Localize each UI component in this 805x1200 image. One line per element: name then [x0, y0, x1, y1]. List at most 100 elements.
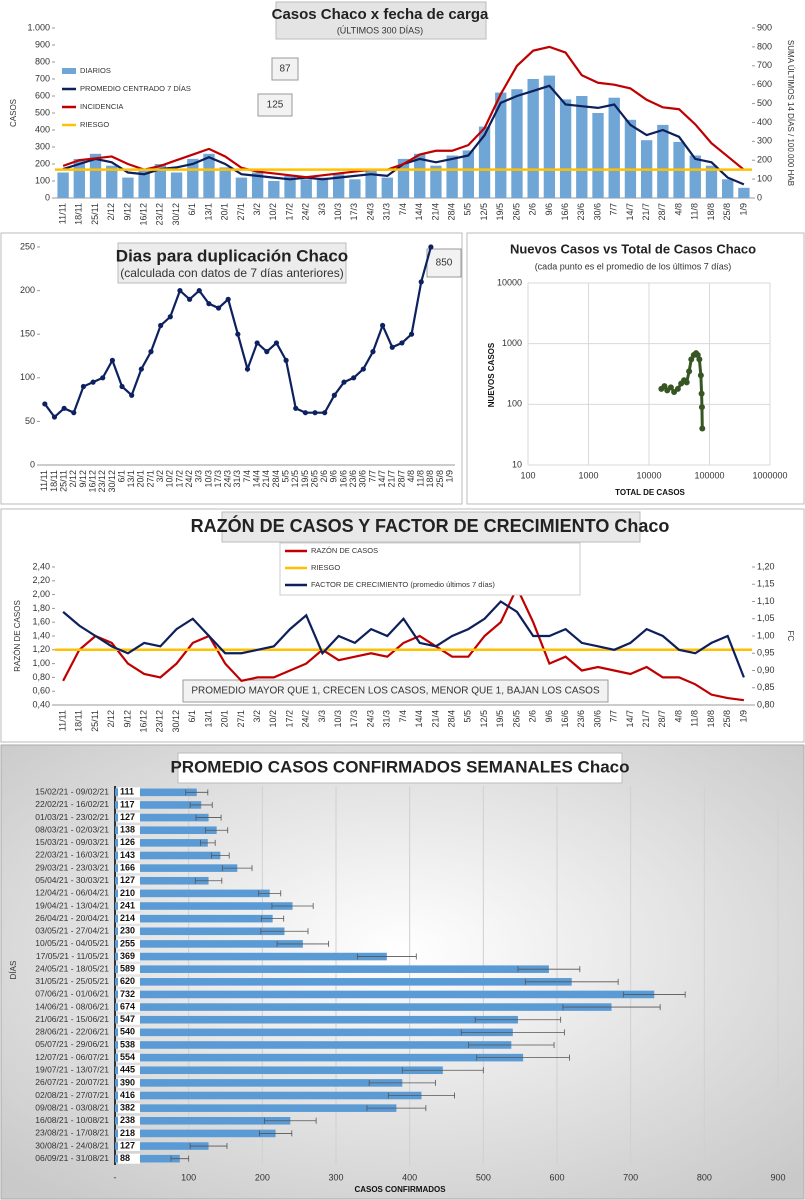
- value-label-bg: [118, 1153, 140, 1164]
- bar: [170, 172, 183, 198]
- legend-label: RIESGO: [311, 563, 340, 572]
- bar: [115, 1041, 512, 1049]
- bar: [115, 864, 238, 872]
- x-tick-label: 27/1: [236, 710, 246, 728]
- value-label: 127: [120, 1140, 135, 1150]
- y-tick-label: 10000: [497, 277, 522, 287]
- y2-tick-label: 1,15: [757, 579, 775, 589]
- value-label-bg: [118, 1141, 140, 1152]
- value-label: 732: [120, 989, 135, 999]
- point: [90, 379, 96, 385]
- error-bar: [258, 1130, 293, 1137]
- x-tick-label: 10/2: [165, 470, 175, 488]
- error-bar: [460, 1029, 565, 1036]
- chart-subtitle: (cada punto es el promedio de los último…: [535, 261, 732, 271]
- error-bar: [194, 877, 223, 884]
- error-bar: [260, 928, 309, 935]
- x-tick-label: 30/12: [171, 710, 181, 733]
- value-label: 589: [120, 964, 135, 974]
- y2-tick-label: 0,85: [757, 682, 775, 692]
- point: [119, 383, 125, 390]
- chart-subtitle: (ÚLTIMOS 300 DÍAS): [337, 25, 423, 35]
- legend-label: INCIDENCIA: [80, 102, 123, 111]
- value-label: 674: [120, 1001, 135, 1011]
- x-tick-label: 14/4: [414, 203, 424, 221]
- x-tick-label: 100: [181, 1172, 196, 1182]
- x-tick-label: 2/12: [106, 203, 116, 221]
- point: [370, 349, 376, 355]
- point: [264, 349, 270, 355]
- point: [158, 322, 164, 329]
- x-tick-label: 2/6: [528, 710, 538, 723]
- y-tick-label: 10/05/21 - 04/05/21: [35, 938, 109, 948]
- value-label-bg: [118, 951, 140, 962]
- y-tick-label: 100: [20, 372, 35, 382]
- y2-axis-label: FC: [786, 631, 795, 642]
- value-label: 547: [120, 1014, 135, 1024]
- x-tick-label: 30/6: [592, 710, 602, 728]
- x-tick-label: 21/7: [387, 470, 397, 488]
- y-axis-label: NUEVOS CASOS: [487, 342, 496, 407]
- x-tick-label: 11/8: [416, 470, 426, 487]
- y2-tick-label: 1,05: [757, 613, 775, 623]
- value-label: 126: [120, 837, 135, 847]
- x-tick-label: 23/12: [155, 710, 165, 733]
- point: [380, 322, 386, 329]
- bar: [689, 155, 701, 198]
- chart-title: PROMEDIO CASOS CONFIRMADOS SEMANALES Cha…: [170, 757, 629, 776]
- error-bar: [189, 1143, 228, 1150]
- y-tick-label: 1,00: [32, 658, 50, 668]
- y-tick-label: 21/06/21 - 15/06/21: [35, 1014, 109, 1024]
- annotation-box: [182, 679, 609, 703]
- bar: [397, 158, 410, 198]
- bar: [115, 1015, 518, 1024]
- x-tick-label: 23/12: [97, 470, 107, 493]
- value-label: 143: [120, 850, 135, 860]
- bar: [478, 126, 491, 198]
- y-tick-label: 2,00: [32, 589, 50, 599]
- point: [225, 296, 231, 302]
- y-tick-label: 700: [35, 73, 50, 83]
- y-tick-label: 15/02/21 - 09/02/21: [35, 787, 109, 797]
- bar: [115, 1142, 209, 1150]
- x-tick-label: 1000: [578, 470, 598, 480]
- value-label: 382: [120, 1103, 135, 1113]
- x-tick-label: 4/8: [673, 710, 683, 723]
- x-tick-label: 30/12: [171, 203, 181, 226]
- value-label-bg: [118, 901, 140, 912]
- value-label: 255: [120, 938, 135, 948]
- value-label: 117: [120, 799, 135, 809]
- value-label-bg: [118, 875, 140, 886]
- x-tick-label: 18/11: [49, 470, 59, 492]
- point: [244, 366, 251, 372]
- y-tick-label: 100: [507, 399, 522, 409]
- value-label-bg: [118, 913, 140, 924]
- x-tick-label: 17/2: [284, 710, 294, 728]
- x-tick-label: 100000: [694, 470, 724, 480]
- point: [61, 405, 67, 411]
- x-tick-label: 11/11: [39, 470, 49, 491]
- bar: [381, 177, 393, 198]
- bar: [115, 1091, 422, 1100]
- x-tick-label: 12/5: [479, 710, 489, 728]
- point: [408, 331, 415, 337]
- x-tick-label: 11/11: [57, 710, 67, 731]
- y-tick-label: 29/03/21 - 23/03/21: [35, 862, 109, 872]
- value-label: 238: [120, 1115, 135, 1125]
- y-tick-label: 24/05/21 - 18/05/21: [35, 963, 109, 973]
- bar: [106, 165, 118, 198]
- error-bar: [366, 1105, 427, 1112]
- x-tick-label: 2/12: [106, 710, 116, 728]
- x-tick-label: 3/3: [194, 470, 204, 483]
- value-label: 210: [120, 888, 135, 898]
- x-tick-label: 10/3: [333, 203, 343, 221]
- bar: [115, 1079, 403, 1087]
- x-tick-label: 5/5: [280, 470, 290, 483]
- y-tick-label: 16/08/21 - 10/08/21: [35, 1115, 109, 1125]
- point: [667, 384, 674, 391]
- value-label-bg: [118, 1027, 140, 1038]
- line: [62, 600, 745, 678]
- x-tick-label: 18/8: [706, 710, 716, 728]
- point: [273, 340, 280, 346]
- y-tick-label: 15/03/21 - 09/03/21: [35, 837, 109, 847]
